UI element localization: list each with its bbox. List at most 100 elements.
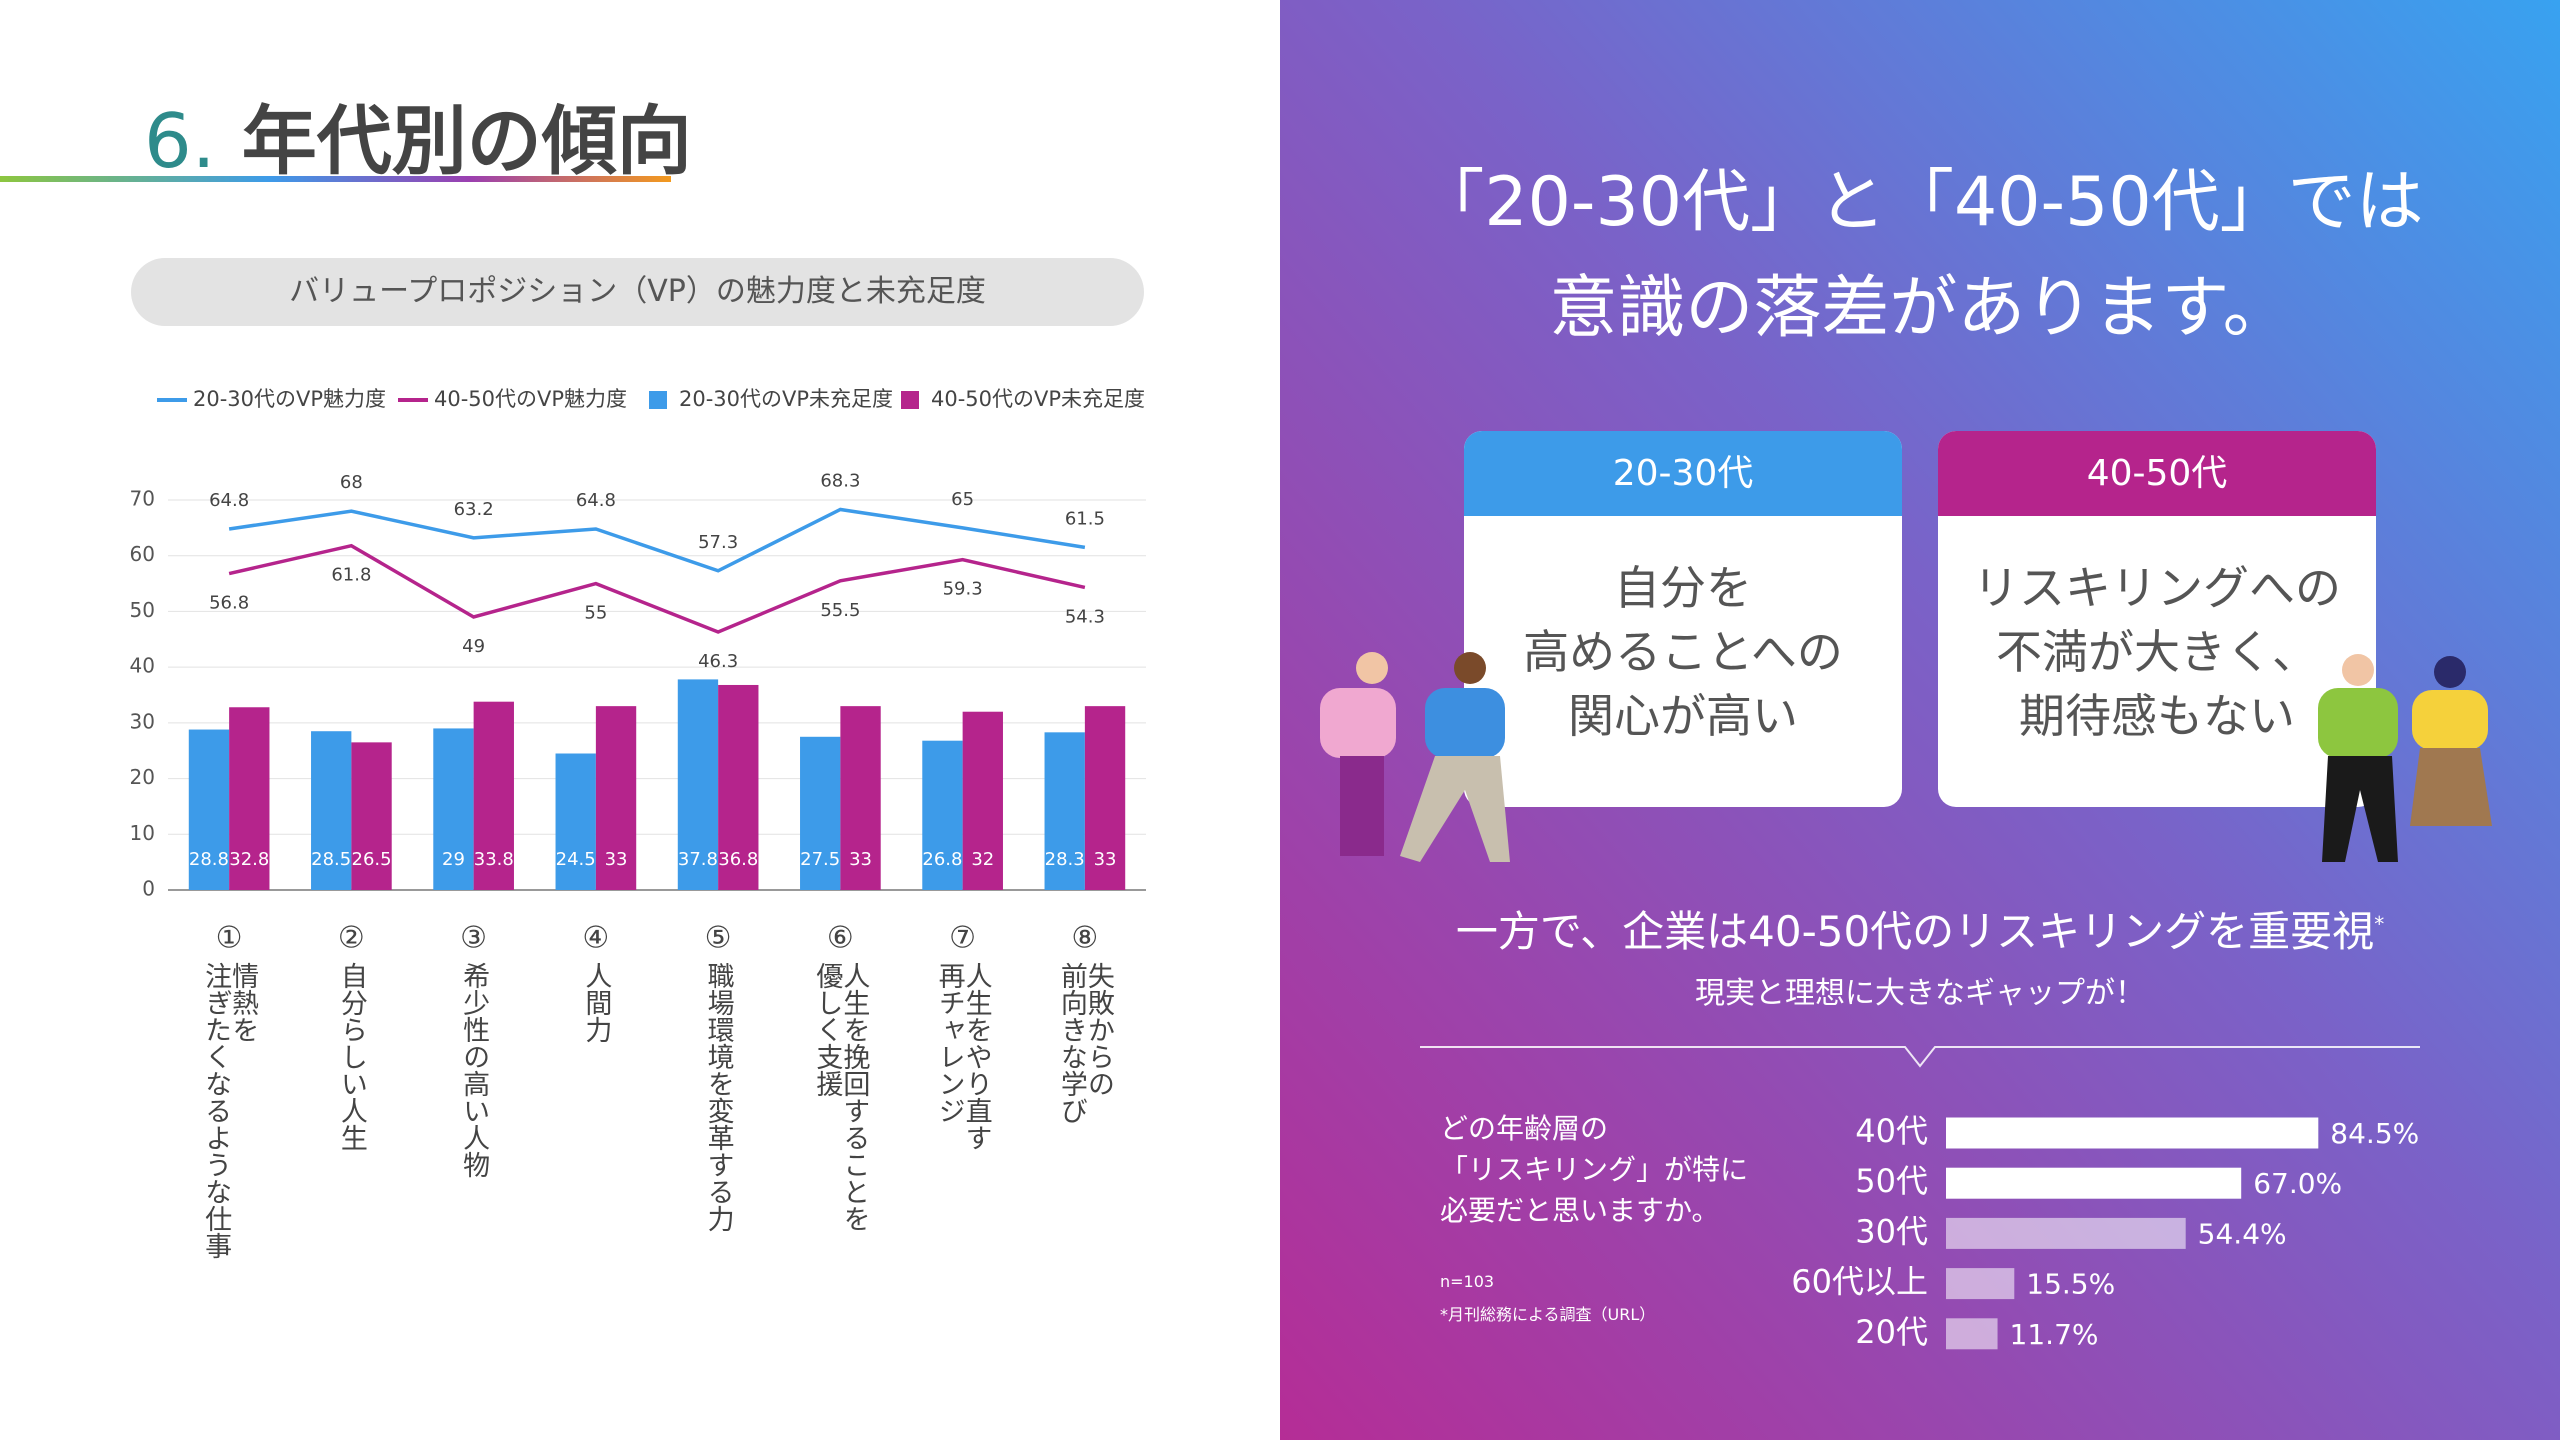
card-header: [1464, 431, 1902, 516]
line-value-label: 63.2: [454, 499, 494, 520]
x-tick-label: 人間力: [580, 962, 612, 1043]
category-number: ③: [460, 921, 487, 956]
bar-value-label: 33.8: [474, 849, 514, 870]
bar-value-label: 27.5: [800, 849, 840, 870]
line-value-label: 59.3: [943, 579, 983, 600]
category-number: ⑥: [827, 921, 854, 956]
bar-value-label: 84.5%: [2330, 1117, 2419, 1150]
bar-value-label: 67.0%: [2253, 1167, 2342, 1200]
category-number: ⑧: [1071, 921, 1098, 956]
chart-title-pill: [131, 258, 1144, 326]
line-value-label: 54.3: [1065, 606, 1105, 627]
bar-value-label: 32: [971, 849, 994, 870]
bar-value-label: 36.8: [718, 849, 758, 870]
x-tick-label: 希少性の高い人物: [458, 962, 490, 1178]
x-tick-label: 失敗からの 前向きな学び: [1055, 962, 1114, 1124]
bar: [718, 684, 759, 890]
line: [228, 543, 1086, 634]
line-value-label: 64.8: [576, 490, 616, 511]
line-value-label: 55.5: [820, 600, 860, 621]
y-tick-label: 0: [142, 877, 155, 901]
x-tick-label: 情熱を 注ぎたくなるような仕事: [200, 962, 259, 1259]
y-tick-label: 40: [130, 654, 155, 678]
title-text: 年代別の傾向: [241, 97, 692, 185]
x-tick-label: 人生をやり直す 再チャレンジ: [933, 962, 992, 1151]
y-tick-label: 20: [130, 765, 155, 789]
y-tick-label: 50: [130, 598, 155, 622]
divider: [1420, 1046, 2420, 1068]
y-tick-label: 60代以上: [1791, 1263, 1928, 1301]
bar-value-label: 29: [442, 849, 465, 870]
line-value-label: 68.3: [820, 470, 860, 491]
legend-swatch: [901, 391, 919, 409]
bar: [229, 707, 270, 890]
bar: [555, 753, 596, 890]
bar: [677, 679, 719, 890]
y-tick-label: 70: [130, 487, 155, 511]
line-value-label: 46.3: [698, 651, 738, 672]
bar-value-label: 33: [849, 849, 872, 870]
category-number: ④: [582, 921, 609, 956]
y-tick-label: 40代: [1855, 1112, 1928, 1150]
category-number: ⑤: [705, 921, 732, 956]
line-value-label: 56.8: [209, 593, 249, 614]
statement: 一方で、企業は40-50代のリスキリングを重要視*: [1280, 898, 2560, 959]
bar-value-label: 32.8: [229, 849, 269, 870]
bar: [1084, 706, 1126, 890]
subheading: 現実と理想に大きなギャップが！: [1695, 976, 2145, 1011]
line-value-label: 64.8: [209, 490, 249, 511]
bar: [188, 729, 230, 890]
category-number: ⑦: [949, 921, 976, 956]
bar: [800, 736, 841, 890]
person-illustration: [1320, 652, 2492, 862]
bar: [1946, 1268, 2015, 1300]
bar-value-label: 37.8: [678, 849, 718, 870]
card-header-text: 40-50代: [2086, 453, 2228, 494]
chart-title: バリュープロポジション（VP）の魅力度と未充足度: [289, 274, 986, 309]
legend-swatch: [649, 391, 667, 409]
line-value-label: 65: [951, 489, 974, 510]
bar-value-label: 33: [605, 849, 628, 870]
card-body: リスキリングへの 不満が大きく、 期待感もない: [1973, 561, 2341, 743]
bar: [1946, 1318, 1998, 1350]
card-header-text: 20-30代: [1612, 453, 1754, 494]
bar: [922, 740, 963, 890]
bar: [1044, 732, 1085, 890]
x-tick-label: 自分らしい人生: [335, 962, 367, 1151]
x-tick-label: 職場環境を変革する力: [702, 962, 734, 1232]
bar: [351, 742, 392, 890]
card-body: 自分を 高めることへの 関心が高い: [1523, 561, 1843, 743]
line-value-label: 61.5: [1065, 508, 1105, 529]
bar-value-label: 24.5: [556, 849, 596, 870]
source-note: *月刊総務による調査（URL）: [1440, 1305, 1656, 1324]
bar-value-label: 28.5: [311, 849, 351, 870]
card: [1464, 431, 1902, 807]
statement-mark: *: [2374, 912, 2385, 936]
line-value-label: 49: [462, 636, 485, 657]
bar: [595, 706, 637, 890]
title-underline: [0, 176, 671, 182]
y-tick-label: 10: [130, 821, 155, 845]
y-tick-label: 60: [130, 542, 155, 566]
legend-label: 20-30代のVP未充足度: [679, 387, 893, 411]
bar: [1946, 1117, 2319, 1149]
category-number: ①: [216, 921, 243, 956]
y-tick-label: 50代: [1855, 1162, 1928, 1200]
statement-text: 一方で、企業は40-50代のリスキリングを重要視: [1455, 907, 2375, 956]
headline: 「20-30代」と「40-50代」では 意識の落差があります。: [1416, 163, 2424, 348]
cards: [1464, 431, 2376, 807]
y-tick-label: 30: [130, 709, 155, 733]
question: どの年齢層の 「リスキリング」が特に 必要だと思いますか。: [1440, 1112, 1749, 1227]
bar: [473, 701, 514, 890]
bar-value-label: 33: [1094, 849, 1117, 870]
y-tick-label: 20代: [1855, 1313, 1928, 1351]
bar-value-label: 15.5%: [2026, 1268, 2115, 1301]
legend-label: 20-30代のVP魅力度: [193, 387, 386, 411]
page-title: 6. 年代別の傾向: [144, 80, 692, 189]
bar: [1946, 1217, 2186, 1249]
bar: [962, 711, 1003, 890]
bar-value-label: 26.5: [352, 849, 392, 870]
y-tick-label: 30代: [1855, 1212, 1928, 1250]
